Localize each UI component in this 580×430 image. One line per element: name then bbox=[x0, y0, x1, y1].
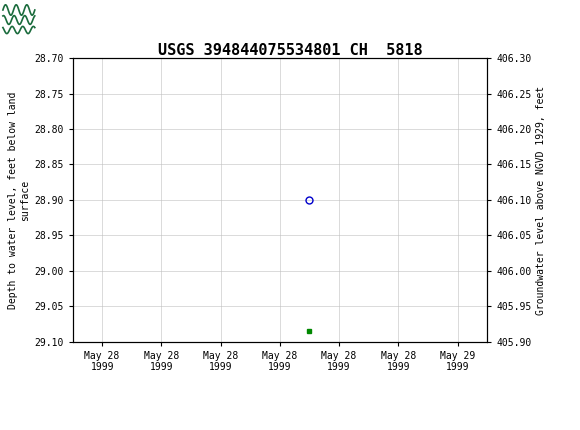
Y-axis label: Groundwater level above NGVD 1929, feet: Groundwater level above NGVD 1929, feet bbox=[536, 86, 546, 314]
Text: USGS 394844075534801 CH  5818: USGS 394844075534801 CH 5818 bbox=[158, 43, 422, 58]
Y-axis label: Depth to water level, feet below land
surface: Depth to water level, feet below land su… bbox=[8, 91, 30, 309]
FancyBboxPatch shape bbox=[2, 3, 36, 37]
Text: USGS: USGS bbox=[39, 12, 86, 28]
